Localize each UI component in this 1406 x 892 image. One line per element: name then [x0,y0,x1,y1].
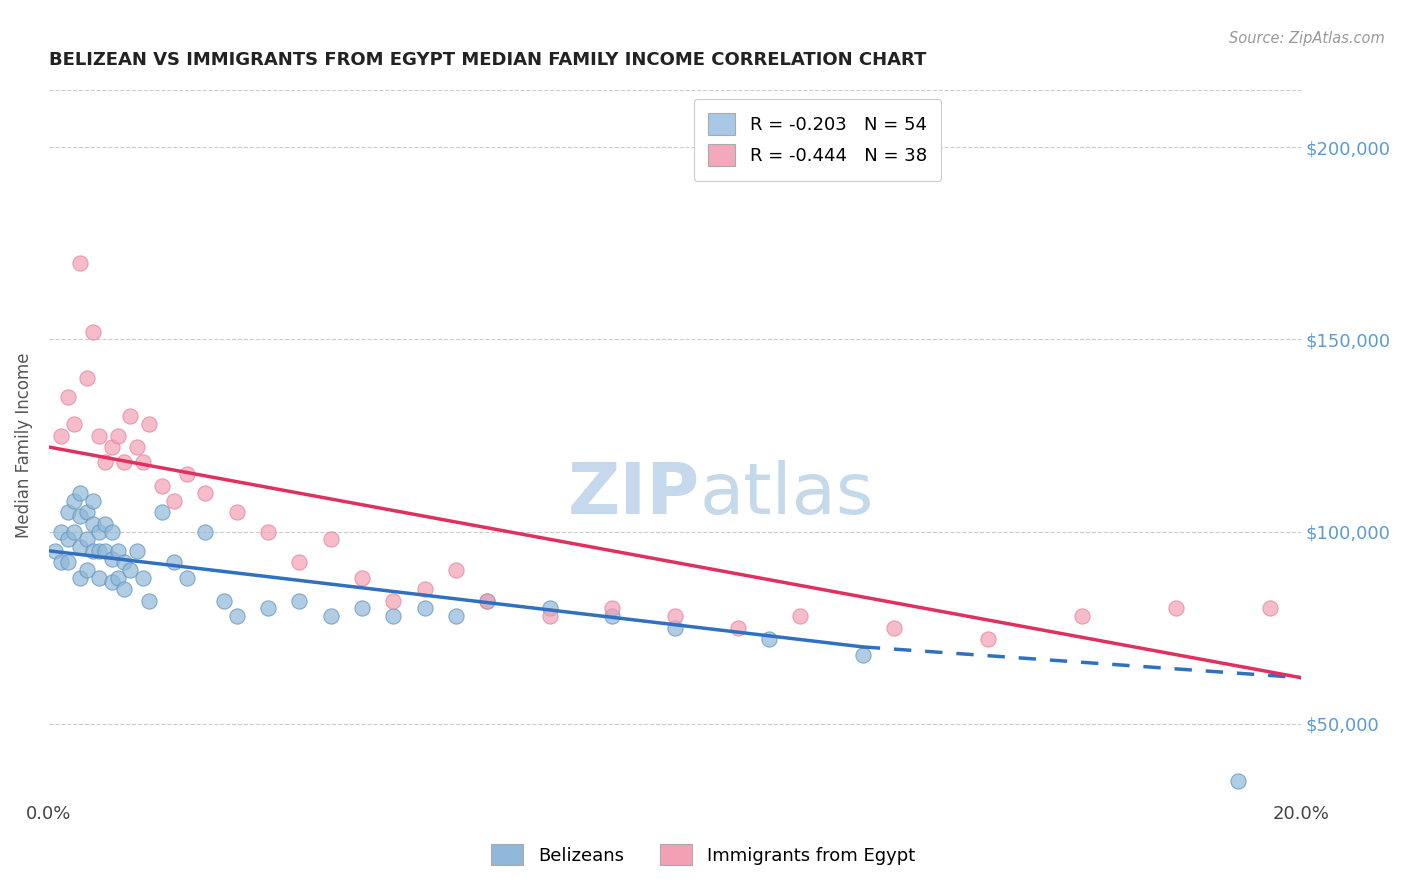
Point [56,533,79,547]
Point [69,540,91,554]
Point [76,533,98,547]
Point [257,524,280,539]
Point [69,486,91,500]
Point [76,371,98,385]
Point [94,516,117,531]
Point [350,601,373,615]
Point [63,524,86,539]
Point [44,544,66,558]
Point [69,509,91,524]
Point [1227,774,1250,789]
Point [56,555,79,569]
Point [477,594,499,608]
Point [138,594,160,608]
Point [257,601,280,615]
Point [225,505,247,519]
Point [56,390,79,404]
Text: atlas: atlas [700,460,875,530]
Legend: R = -0.203   N = 54, R = -0.444   N = 38: R = -0.203 N = 54, R = -0.444 N = 38 [695,99,942,181]
Point [194,486,217,500]
Point [176,571,198,585]
Point [107,544,129,558]
Point [176,467,198,481]
Point [1070,609,1092,624]
Point [538,609,561,624]
Point [132,571,155,585]
Point [100,551,122,566]
Point [120,409,142,424]
Legend: Belizeans, Immigrants from Egypt: Belizeans, Immigrants from Egypt [482,835,924,874]
Point [852,648,875,662]
Text: ZIP: ZIP [568,460,700,530]
Point [150,505,173,519]
Text: Source: ZipAtlas.com: Source: ZipAtlas.com [1229,31,1385,46]
Point [602,601,624,615]
Point [63,494,86,508]
Point [107,571,129,585]
Point [82,494,104,508]
Point [977,632,1000,647]
Point [112,555,135,569]
Point [883,621,905,635]
Point [87,544,110,558]
Point [758,632,780,647]
Point [87,428,110,442]
Point [94,544,117,558]
Point [288,555,311,569]
Point [214,594,236,608]
Point [444,563,467,577]
Point [194,524,217,539]
Point [107,428,129,442]
Point [319,609,342,624]
Point [120,563,142,577]
Point [125,440,148,454]
Point [727,621,749,635]
Point [100,574,122,589]
Point [538,601,561,615]
Point [319,533,342,547]
Point [132,455,155,469]
Point [789,609,811,624]
Point [1258,601,1281,615]
Point [87,524,110,539]
Point [100,524,122,539]
Point [94,455,117,469]
Point [1164,601,1187,615]
Point [477,594,499,608]
Point [664,609,686,624]
Point [225,609,247,624]
Point [100,440,122,454]
Point [163,494,186,508]
Point [82,325,104,339]
Point [413,601,436,615]
Point [444,609,467,624]
Point [82,516,104,531]
Text: BELIZEAN VS IMMIGRANTS FROM EGYPT MEDIAN FAMILY INCOME CORRELATION CHART: BELIZEAN VS IMMIGRANTS FROM EGYPT MEDIAN… [49,51,927,69]
Point [51,428,73,442]
Point [413,582,436,597]
Point [51,555,73,569]
Point [112,582,135,597]
Point [69,255,91,269]
Point [56,505,79,519]
Point [288,594,311,608]
Point [150,478,173,492]
Point [76,505,98,519]
Point [382,609,405,624]
Point [602,609,624,624]
Point [664,621,686,635]
Point [112,455,135,469]
Point [51,524,73,539]
Point [382,594,405,608]
Point [87,571,110,585]
Point [138,417,160,431]
Point [82,544,104,558]
Point [350,571,373,585]
Point [76,563,98,577]
Point [163,555,186,569]
Y-axis label: Median Family Income: Median Family Income [15,352,32,538]
Point [63,417,86,431]
Point [125,544,148,558]
Point [69,571,91,585]
